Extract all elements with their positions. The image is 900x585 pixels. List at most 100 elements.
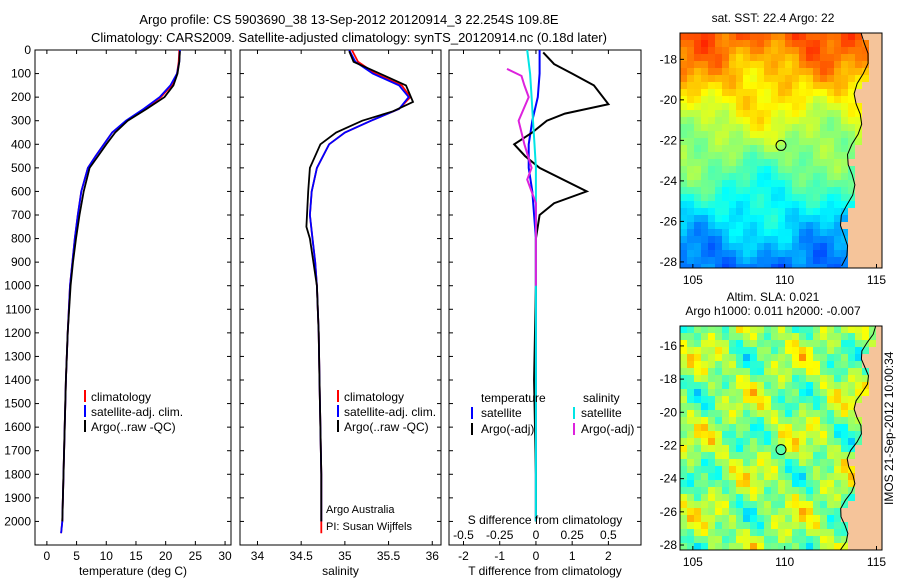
map-cell bbox=[701, 466, 708, 473]
map-cell bbox=[750, 208, 757, 215]
map-cell bbox=[834, 243, 841, 250]
map-cell bbox=[750, 124, 757, 131]
map-cell bbox=[771, 201, 778, 208]
depth-tick-label: 1400 bbox=[4, 373, 31, 387]
map-cell bbox=[750, 264, 757, 268]
map-cell bbox=[694, 187, 701, 194]
map-cell bbox=[743, 480, 750, 487]
map-cell bbox=[687, 522, 694, 529]
map-cell bbox=[785, 480, 792, 487]
map-cell bbox=[813, 403, 820, 410]
map-cell bbox=[799, 89, 806, 96]
map-cell bbox=[806, 466, 813, 473]
map-cell bbox=[771, 82, 778, 89]
map-cell bbox=[869, 61, 876, 68]
map-cell bbox=[694, 159, 701, 166]
map-cell bbox=[820, 54, 827, 61]
map-cell bbox=[687, 40, 694, 47]
map-cell bbox=[771, 333, 778, 340]
map-cell bbox=[729, 187, 736, 194]
map-cell bbox=[736, 361, 743, 368]
map-cell bbox=[813, 445, 820, 452]
map-cell bbox=[862, 236, 869, 243]
map-cell bbox=[680, 187, 687, 194]
map-cell bbox=[757, 194, 764, 201]
map-cell bbox=[680, 103, 687, 110]
depth-tick-label: 300 bbox=[11, 114, 31, 128]
map-cell bbox=[701, 110, 708, 117]
map-cell bbox=[687, 33, 694, 40]
map-cell bbox=[862, 215, 869, 222]
map-cell bbox=[736, 445, 743, 452]
map-cell bbox=[806, 424, 813, 431]
map-cell bbox=[722, 215, 729, 222]
map-cell bbox=[876, 389, 882, 396]
map-cell bbox=[736, 410, 743, 417]
map-cell bbox=[687, 215, 694, 222]
map-cell bbox=[687, 438, 694, 445]
map-cell bbox=[764, 117, 771, 124]
map-cell bbox=[841, 529, 848, 536]
map-cell bbox=[841, 54, 848, 61]
map-cell bbox=[771, 424, 778, 431]
map-cell bbox=[778, 138, 785, 145]
map-cell bbox=[757, 145, 764, 152]
map-cell bbox=[778, 33, 785, 40]
map-cell bbox=[736, 33, 743, 40]
map-cell bbox=[778, 487, 785, 494]
map-cell bbox=[813, 236, 820, 243]
map-cell bbox=[694, 89, 701, 96]
map-cell bbox=[764, 229, 771, 236]
map-cell bbox=[820, 487, 827, 494]
map-cell bbox=[876, 152, 882, 159]
map-cell bbox=[701, 215, 708, 222]
map-cell bbox=[750, 515, 757, 522]
map-cell bbox=[785, 543, 792, 550]
map-cell bbox=[771, 368, 778, 375]
map-cell bbox=[764, 82, 771, 89]
map-cell bbox=[680, 194, 687, 201]
map-cell bbox=[687, 480, 694, 487]
map-cell bbox=[694, 438, 701, 445]
map-cell bbox=[736, 138, 743, 145]
map-cell bbox=[750, 368, 757, 375]
map-cell bbox=[757, 124, 764, 131]
map-cell bbox=[687, 159, 694, 166]
map-cell bbox=[778, 396, 785, 403]
map-cell bbox=[820, 201, 827, 208]
map-cell bbox=[813, 515, 820, 522]
map-cell bbox=[771, 257, 778, 264]
map-cell bbox=[687, 96, 694, 103]
map-cell bbox=[799, 494, 806, 501]
map-cell bbox=[736, 47, 743, 54]
map-cell bbox=[680, 117, 687, 124]
map-cell bbox=[736, 424, 743, 431]
map-cell bbox=[722, 522, 729, 529]
depth-tick-label: 600 bbox=[11, 184, 31, 198]
map-cell bbox=[750, 194, 757, 201]
map-cell bbox=[820, 138, 827, 145]
map-cell bbox=[799, 522, 806, 529]
map-frame bbox=[679, 32, 883, 269]
map-cell bbox=[680, 459, 687, 466]
map-cell bbox=[680, 424, 687, 431]
map-cell bbox=[778, 403, 785, 410]
map-cell bbox=[862, 473, 869, 480]
map-cell bbox=[771, 229, 778, 236]
map-cell bbox=[855, 487, 862, 494]
map-cell bbox=[701, 82, 708, 89]
map-cell bbox=[757, 424, 764, 431]
map-cell bbox=[722, 368, 729, 375]
map-cell bbox=[771, 326, 778, 333]
map-cell bbox=[862, 75, 869, 82]
coastline bbox=[839, 325, 877, 551]
map-cell bbox=[736, 229, 743, 236]
map-cell bbox=[757, 89, 764, 96]
y-tick-label: -20 bbox=[660, 405, 678, 419]
map-cell bbox=[862, 340, 869, 347]
map-cell bbox=[729, 47, 736, 54]
map-cell bbox=[743, 187, 750, 194]
map-cell bbox=[694, 543, 701, 550]
map-cell bbox=[813, 215, 820, 222]
map-cell bbox=[813, 110, 820, 117]
